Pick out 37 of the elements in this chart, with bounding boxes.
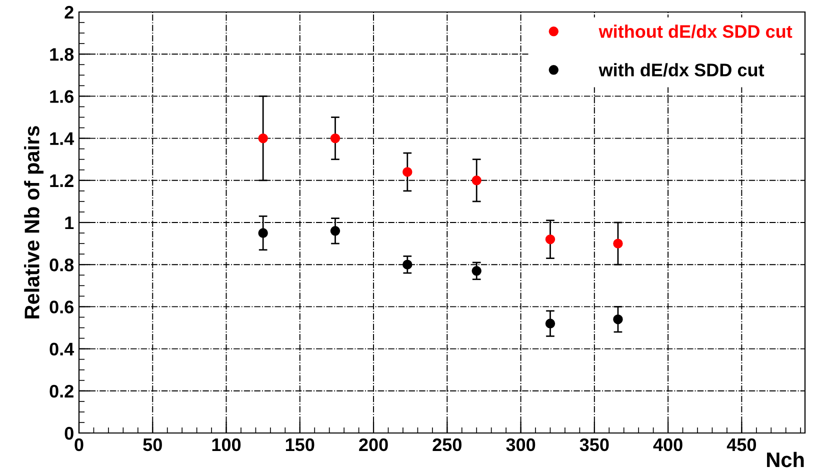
x-tick-label: 50 xyxy=(143,438,162,452)
x-tick-label: 250 xyxy=(432,438,462,452)
point xyxy=(330,133,340,144)
legend-label: without dE/dx SDD cut xyxy=(598,24,792,38)
y-tick-label: 1.6 xyxy=(50,90,74,103)
point xyxy=(258,133,268,144)
y-tick-label: 0.8 xyxy=(50,258,74,272)
point xyxy=(545,318,556,328)
y-tick-label: 0.6 xyxy=(50,300,74,314)
point xyxy=(258,228,268,238)
legend-label: with dE/dx SDD cut xyxy=(598,63,764,77)
x-tick-label: 350 xyxy=(580,438,609,452)
y-tick-label: 0 xyxy=(64,426,74,440)
x-tick-label: 100 xyxy=(212,438,241,452)
point xyxy=(402,167,412,177)
y-tick-label: 2 xyxy=(64,6,74,19)
x-tick-label: 0 xyxy=(74,438,84,452)
x-tick-label: 300 xyxy=(506,438,536,452)
point xyxy=(472,176,482,186)
point xyxy=(613,238,623,248)
point xyxy=(545,234,556,244)
point xyxy=(330,226,340,236)
x-tick-label: 150 xyxy=(286,438,314,452)
y-tick-label: 1 xyxy=(65,216,74,230)
y-tick-label: 0.4 xyxy=(50,342,74,356)
point xyxy=(613,314,623,324)
y-tick-label: 1.2 xyxy=(50,174,74,187)
x-tick-label: 450 xyxy=(726,438,756,452)
point xyxy=(472,266,482,276)
x-axis-title: Nch xyxy=(767,452,804,468)
y-tick-label: 1.8 xyxy=(50,48,74,61)
x-tick-label: 400 xyxy=(653,438,682,452)
point xyxy=(402,260,412,270)
x-tick-label: 200 xyxy=(359,438,388,452)
y-tick-label: 0.2 xyxy=(50,384,74,398)
y-tick-label: 1.4 xyxy=(50,132,74,145)
y-axis-title: Relative Nb of pairs xyxy=(24,126,44,318)
